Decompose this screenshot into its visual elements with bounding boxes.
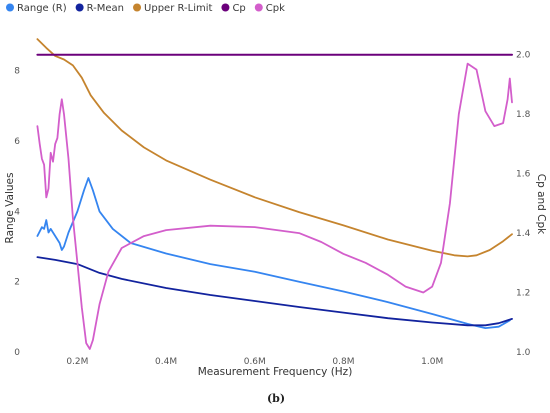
- y-left-tick-label: 0: [14, 348, 20, 358]
- y-axis-left-title: Range Values: [4, 173, 16, 244]
- legend-swatch: [254, 3, 263, 12]
- axis-ticks: 0.2M 0.4M 0.6M 0.8M 1.0M 0 2 4 6 8 1.0 1.2 1.4 1.6 1.8…: [14, 51, 530, 367]
- legend-item-cp[interactable]: Cp: [221, 3, 246, 14]
- legend-item-range-r[interactable]: Range (R): [6, 3, 67, 14]
- y-axis-right-title: Cp and Cpk: [535, 174, 547, 235]
- legend-label: Range (R): [17, 3, 67, 14]
- series-line-cpk: [36, 62, 513, 350]
- series-line-upper-r-limit: [36, 38, 513, 258]
- y-right-tick-label: 1.0: [516, 348, 531, 358]
- legend-label: R-Mean: [87, 3, 124, 14]
- x-tick-label: 0.2M: [66, 357, 88, 367]
- x-tick-label: 0.4M: [155, 357, 177, 367]
- y-left-tick-label: 2: [14, 278, 20, 288]
- legend-item-cpk[interactable]: Cpk: [254, 3, 285, 14]
- legend-label: Cpk: [266, 3, 285, 14]
- y-right-tick-label: 1.2: [516, 289, 530, 299]
- y-right-tick-label: 1.6: [516, 170, 531, 180]
- y-left-tick-label: 8: [14, 67, 20, 77]
- series-line-r-mean: [36, 256, 513, 327]
- legend-swatch: [6, 3, 14, 12]
- x-axis-title: Measurement Frequency (Hz): [198, 366, 353, 378]
- x-tick-label: 1.0M: [421, 357, 443, 367]
- y-right-tick-label: 1.8: [516, 110, 531, 120]
- legend: Range (R) R-Mean Upper R-Limit Cp Cpk: [6, 3, 285, 14]
- legend-label: Cp: [232, 3, 245, 14]
- legend-label: Upper R-Limit: [144, 3, 212, 14]
- y-left-tick-label: 4: [14, 207, 20, 217]
- x-tick-label: 0.6M: [244, 357, 266, 367]
- legend-swatch: [221, 3, 230, 12]
- plot-area: [36, 38, 513, 350]
- series-line-range-r: [36, 177, 511, 329]
- x-tick-label: 0.8M: [332, 357, 354, 367]
- legend-item-upper-r-limit[interactable]: Upper R-Limit: [133, 3, 213, 14]
- y-right-tick-label: 2.0: [516, 51, 531, 61]
- y-left-tick-label: 6: [14, 137, 20, 147]
- y-right-tick-label: 1.4: [516, 229, 531, 239]
- legend-item-r-mean[interactable]: R-Mean: [75, 3, 124, 14]
- figure-caption: (b): [267, 392, 285, 405]
- legend-swatch: [133, 3, 142, 12]
- legend-swatch: [75, 3, 84, 12]
